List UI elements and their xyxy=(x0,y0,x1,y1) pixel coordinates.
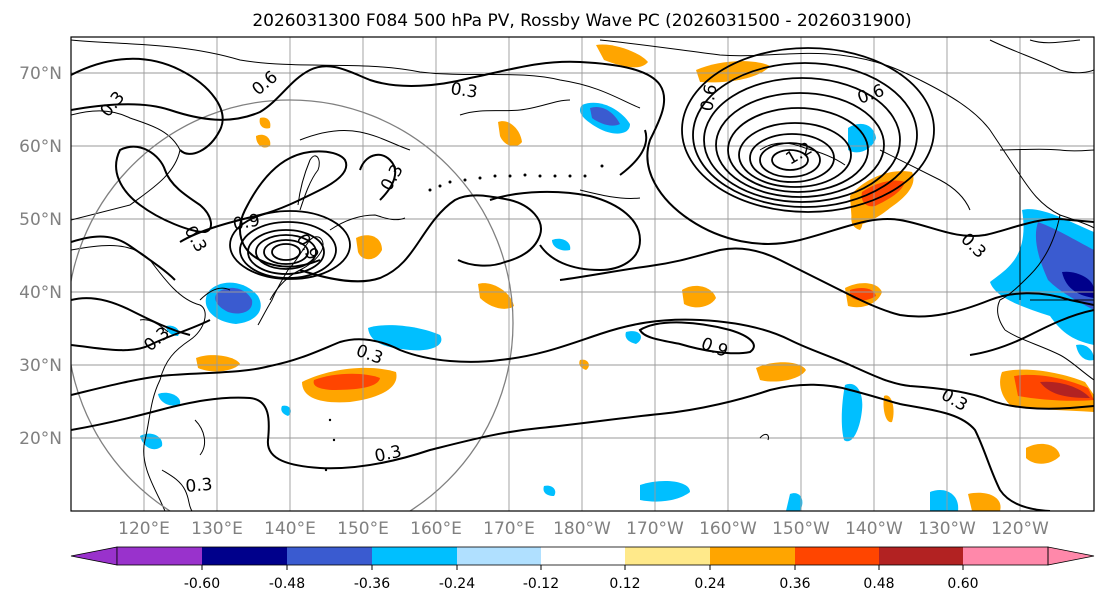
colorbar-segment xyxy=(963,547,1048,565)
lon-label: 130°E xyxy=(191,519,243,539)
colorbar-extend-right xyxy=(1047,546,1095,566)
contour-label: 0.6 xyxy=(697,83,721,113)
colorbar-tick-label: 0.36 xyxy=(779,576,810,592)
colorbar-tick-label: -0.24 xyxy=(439,576,475,592)
colorbar-extend-left xyxy=(70,546,118,566)
colorbar-segment xyxy=(287,547,372,565)
colorbar-segment xyxy=(710,547,795,565)
colorbar-tick-label: -0.60 xyxy=(184,576,220,592)
figure-title: 2026031300 F084 500 hPa PV, Rossby Wave … xyxy=(252,11,911,31)
lon-label: 120°E xyxy=(118,519,170,539)
lat-label: 50°N xyxy=(19,210,62,230)
lon-label: 170°E xyxy=(483,519,535,539)
colorbar-tick-labels: -0.60 -0.48 -0.36 -0.24 -0.12 0.12 0.24 … xyxy=(184,576,979,592)
plot-area: 0.3 0.6 0.3 0.9 0.3 0.9 0.3 0.3 0.6 0.3 … xyxy=(71,37,1094,511)
lon-label: 130°W xyxy=(918,519,976,539)
colorbar-segment xyxy=(372,547,457,565)
negative-anomalies xyxy=(140,102,1094,511)
longitude-labels: 120°E 130°E 140°E 150°E 160°E 170°E 180°… xyxy=(118,519,1049,539)
lat-label: 20°N xyxy=(19,429,62,449)
lon-label: 150°W xyxy=(772,519,830,539)
lat-label: 70°N xyxy=(19,64,62,84)
lat-label: 30°N xyxy=(19,356,62,376)
contour-label: 0.9 xyxy=(231,211,261,235)
colorbar-tick-label: -0.48 xyxy=(269,576,305,592)
lon-label: 120°W xyxy=(991,519,1049,539)
radius-circle xyxy=(71,99,514,511)
colorbar-tick-label: -0.12 xyxy=(523,576,559,592)
latitude-labels: 70°N 60°N 50°N 40°N 30°N 20°N xyxy=(19,64,62,449)
colorbar-tick-label: 0.24 xyxy=(694,576,725,592)
contour-label: 0.3 xyxy=(449,79,479,103)
lon-label: 160°E xyxy=(410,519,462,539)
colorbar-tick-label: -0.36 xyxy=(354,576,390,592)
lon-label: 170°W xyxy=(626,519,684,539)
colorbar-tick-label: 0.60 xyxy=(947,576,978,592)
lon-label: 140°E xyxy=(264,519,316,539)
colorbar-segment xyxy=(541,547,625,565)
colorbar-segment xyxy=(457,547,541,565)
islands xyxy=(324,164,604,472)
graticule xyxy=(71,37,1094,511)
lon-label: 140°W xyxy=(845,519,903,539)
colorbar-ticks xyxy=(201,565,964,570)
low-west-contours xyxy=(229,210,351,280)
colorbar-tick-label: 0.12 xyxy=(609,576,640,592)
lat-label: 60°N xyxy=(19,137,62,157)
low-east-contours xyxy=(681,47,935,213)
colorbar-outline xyxy=(116,546,1049,566)
colorbar-segment xyxy=(117,547,202,565)
colorbar-segment xyxy=(879,547,963,565)
colorbar-segment xyxy=(202,547,287,565)
colorbar-segment xyxy=(795,547,879,565)
contour-label: 0.3 xyxy=(185,475,214,497)
lon-label: 180°W xyxy=(553,519,611,539)
colorbar: -0.60 -0.48 -0.36 -0.24 -0.12 0.12 0.24 … xyxy=(70,546,1095,592)
lon-label: 150°E xyxy=(337,519,389,539)
plot-frame xyxy=(70,36,1095,512)
lon-label: 160°W xyxy=(699,519,757,539)
colorbar-tick-label: 0.48 xyxy=(863,576,894,592)
colorbar-segment xyxy=(625,547,710,565)
lat-label: 40°N xyxy=(19,283,62,303)
